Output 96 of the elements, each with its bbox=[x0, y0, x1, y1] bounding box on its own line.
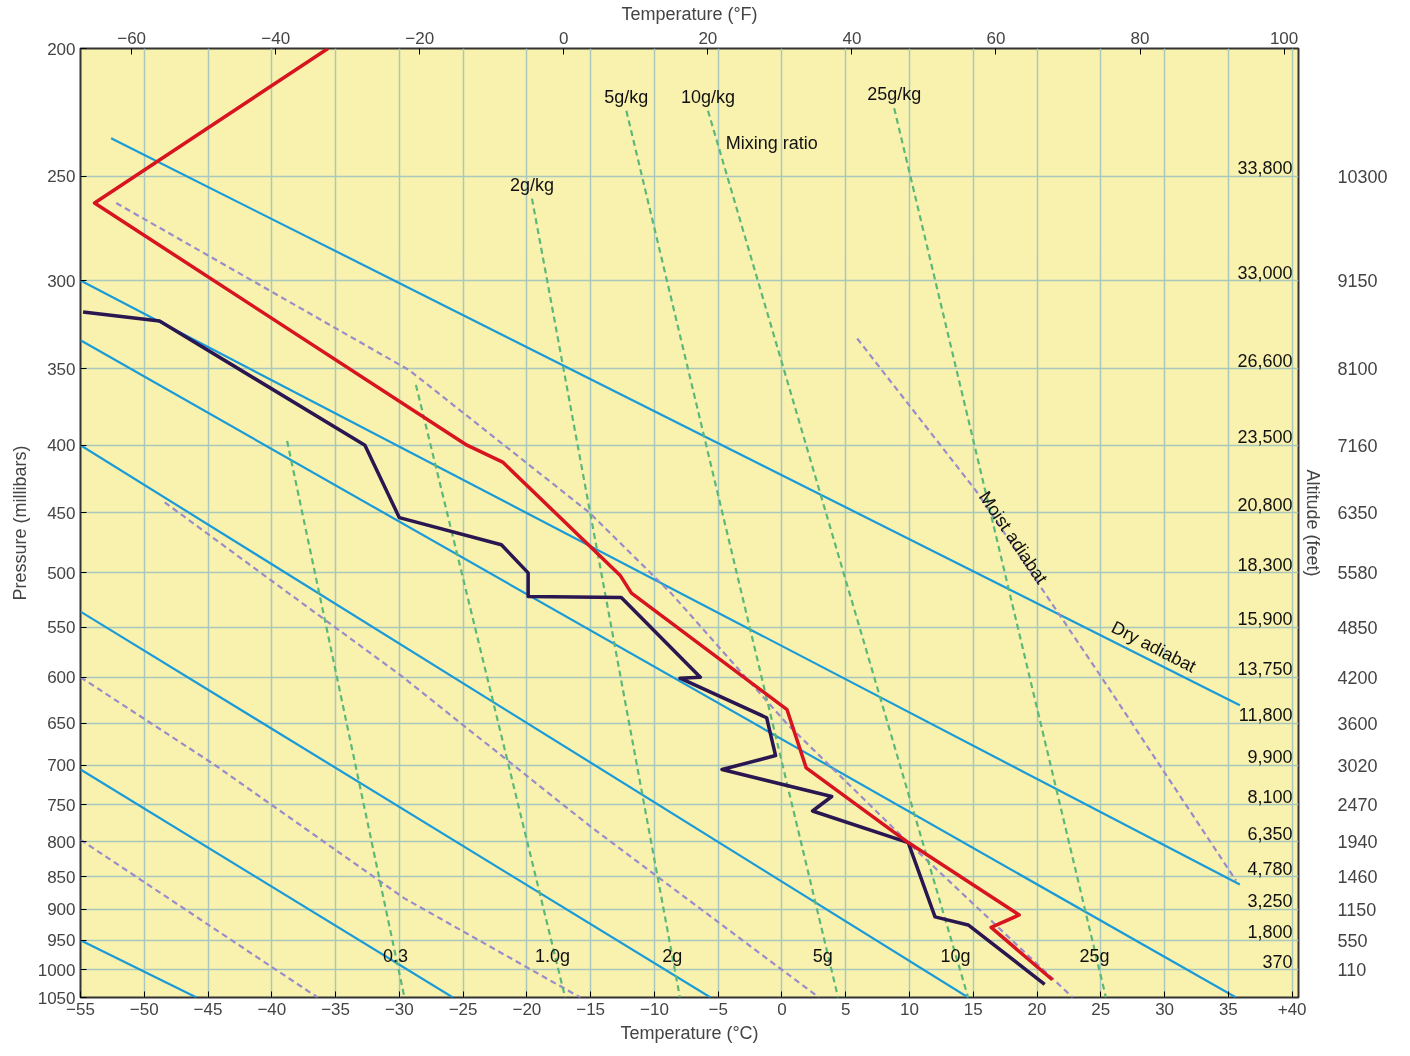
annotation: 33,000 bbox=[1237, 262, 1293, 283]
annotation: 20,800 bbox=[1237, 494, 1293, 515]
annotation: 25g bbox=[1079, 945, 1110, 966]
annotation: 5g/kg bbox=[604, 86, 649, 107]
y-tick-label: 300 bbox=[47, 271, 76, 291]
annotation: 6,350 bbox=[1247, 823, 1293, 844]
x2-tick-label: −40 bbox=[261, 28, 291, 48]
line-series bbox=[81, 310, 1047, 987]
annotation: 8,100 bbox=[1247, 786, 1293, 807]
x-tick-label: +40 bbox=[1277, 999, 1307, 1019]
x-tick-label: −25 bbox=[448, 999, 478, 1019]
x2-tick-label: 80 bbox=[1130, 28, 1150, 48]
x-tick-label: 25 bbox=[1091, 999, 1111, 1019]
annotation: 9,900 bbox=[1247, 747, 1293, 768]
x-tick-label: 10 bbox=[900, 999, 919, 1019]
text: 4850 bbox=[1337, 617, 1378, 638]
x-tick-label: −50 bbox=[129, 999, 159, 1019]
y-tick-label: 350 bbox=[47, 359, 76, 379]
annotation: 25g/kg bbox=[867, 84, 922, 105]
text: 7160 bbox=[1337, 435, 1378, 456]
annotation: 2g/kg bbox=[509, 174, 555, 195]
annotation: 1,800 bbox=[1247, 922, 1293, 943]
x-tick-label: 35 bbox=[1218, 999, 1238, 1019]
y-tick-label: 250 bbox=[47, 167, 76, 187]
x-tick-label: −45 bbox=[193, 999, 223, 1019]
line-series bbox=[92, 48, 1055, 982]
line-series bbox=[80, 676, 582, 998]
x-tick-label: 5 bbox=[841, 999, 851, 1019]
x2-tick-label: 0 bbox=[559, 28, 569, 48]
y-tick-label: 750 bbox=[47, 795, 76, 815]
x-tick-label: −5 bbox=[708, 999, 728, 1019]
x-tick-label: 0 bbox=[777, 999, 787, 1019]
y-tick-label: 800 bbox=[47, 832, 76, 852]
y-axis-title: Pressure (millibars) bbox=[9, 445, 30, 601]
x2-tick-label: 20 bbox=[698, 28, 718, 48]
text: 4200 bbox=[1337, 667, 1378, 688]
text: 9150 bbox=[1337, 271, 1378, 292]
annotation: 33,800 bbox=[1237, 158, 1293, 179]
text: 1460 bbox=[1337, 867, 1378, 888]
annotation: 11,800 bbox=[1238, 705, 1293, 726]
text: 3020 bbox=[1337, 755, 1378, 776]
y-tick-label: 550 bbox=[47, 618, 76, 638]
x-tick-label: −40 bbox=[257, 999, 287, 1019]
x-tick-label: −30 bbox=[384, 999, 414, 1019]
y-tick-label: 900 bbox=[47, 900, 76, 920]
y-tick-label: 850 bbox=[47, 867, 76, 887]
x-tick-label: −20 bbox=[512, 999, 542, 1019]
annotation: 5g bbox=[812, 945, 833, 966]
text: 3600 bbox=[1337, 713, 1378, 734]
text: 1150 bbox=[1337, 899, 1377, 920]
text: 110 bbox=[1337, 960, 1367, 981]
x2-tick-label: 40 bbox=[842, 28, 862, 48]
y2-axis-title: Altitude (feet) bbox=[1302, 469, 1323, 577]
annotation: 1.0g bbox=[534, 945, 570, 966]
text: 8100 bbox=[1337, 359, 1378, 380]
y-tick-label: 200 bbox=[47, 39, 76, 59]
x-tick-label: 20 bbox=[1027, 999, 1047, 1019]
y-tick-label: 1000 bbox=[37, 960, 76, 980]
annotation: 2g bbox=[662, 945, 683, 966]
text: 2470 bbox=[1337, 795, 1378, 816]
line-series bbox=[856, 337, 1238, 882]
y-tick-label: 700 bbox=[47, 756, 76, 776]
x-tick-label: 30 bbox=[1155, 999, 1175, 1019]
text: 6350 bbox=[1337, 503, 1378, 524]
x2-tick-label: 100 bbox=[1269, 28, 1299, 48]
annotation: 10g bbox=[940, 945, 971, 966]
x-tick-label: −15 bbox=[576, 999, 606, 1019]
y-tick-label: 500 bbox=[47, 563, 76, 583]
text: 550 bbox=[1337, 930, 1368, 951]
x-tick-label: −10 bbox=[640, 999, 669, 1019]
annotation: 4,780 bbox=[1247, 858, 1293, 879]
annotation: Mixing ratio bbox=[725, 133, 818, 154]
annotation: 18,300 bbox=[1237, 554, 1293, 575]
y-tick-label: 600 bbox=[47, 668, 76, 688]
text: 1940 bbox=[1337, 832, 1378, 853]
x2-tick-label: 60 bbox=[986, 28, 1006, 48]
annotation: 23,500 bbox=[1237, 427, 1293, 448]
x-tick-label: −35 bbox=[321, 999, 350, 1019]
annotation: 13,750 bbox=[1237, 659, 1293, 680]
annotation: 370 bbox=[1262, 951, 1293, 972]
x-axis-title: Temperature (°C) bbox=[620, 1022, 759, 1043]
annotation: 10g/kg bbox=[680, 86, 736, 107]
text: 5580 bbox=[1337, 563, 1378, 584]
y-tick-label: 950 bbox=[47, 931, 76, 951]
text: 10300 bbox=[1337, 166, 1388, 187]
x2-tick-label: −20 bbox=[405, 28, 435, 48]
y-tick-label: 400 bbox=[47, 436, 76, 456]
y-tick-label: 450 bbox=[47, 503, 76, 523]
annotation: 15,900 bbox=[1237, 609, 1293, 630]
annotation: 26,600 bbox=[1237, 350, 1293, 371]
y-tick-label: 650 bbox=[47, 714, 76, 734]
x2-tick-label: −60 bbox=[117, 28, 147, 48]
line-series bbox=[115, 201, 1074, 998]
x-tick-label: 15 bbox=[963, 999, 983, 1019]
x2-axis-title: Temperature (°F) bbox=[621, 3, 758, 24]
annotation: 3,250 bbox=[1247, 891, 1293, 912]
